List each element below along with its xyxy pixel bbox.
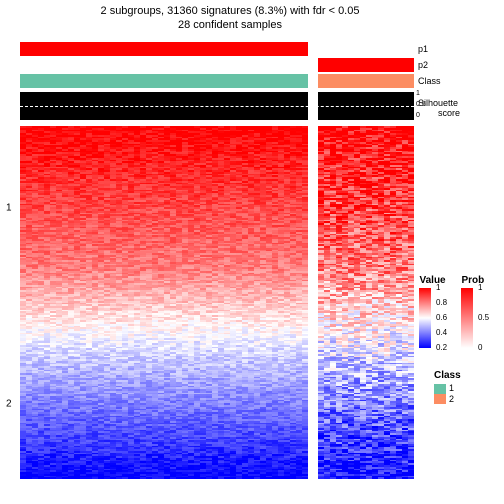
tick-0.5: 0.5 xyxy=(478,314,489,322)
heatmap-block-2 xyxy=(318,126,414,479)
class-label-1: 1 xyxy=(449,383,454,393)
value-gradient xyxy=(419,288,431,348)
silhouette-label2: score xyxy=(438,108,460,118)
tick-1: 1 xyxy=(436,284,440,292)
class-item-1: 1 xyxy=(434,383,484,394)
annot-label-p1: p1 xyxy=(418,44,428,54)
class-label-2: 2 xyxy=(449,394,454,404)
prob-gradient xyxy=(461,288,473,348)
tick-0.2: 0.2 xyxy=(436,344,447,352)
annot-row-p1 xyxy=(20,42,414,56)
tick-0.4: 0.4 xyxy=(436,329,447,337)
class-swatch-2 xyxy=(434,394,446,404)
chart-title: 2 subgroups, 31360 signatures (8.3%) wit… xyxy=(60,4,400,32)
title-line1: 2 subgroups, 31360 signatures (8.3%) wit… xyxy=(60,4,400,18)
annotation-bars xyxy=(20,42,414,90)
class-swatch-1 xyxy=(434,384,446,394)
annot-Class-g1 xyxy=(20,74,308,88)
annot-p1-g2 xyxy=(318,42,414,56)
silh-tick-1: 1 xyxy=(416,90,420,97)
tick-0.6: 0.6 xyxy=(436,314,447,322)
annot-label-Class: Class xyxy=(418,76,441,86)
annot-label-p2: p2 xyxy=(418,60,428,70)
tick-1: 1 xyxy=(478,284,482,292)
silh-tick-0.5: 0.5 xyxy=(416,101,426,108)
prob-legend: Prob 10.50 xyxy=(461,275,498,348)
value-legend: Value 10.80.60.40.2 xyxy=(419,275,456,348)
annot-p1-g1 xyxy=(20,42,308,56)
heatmap-block-1 xyxy=(20,126,308,479)
value-ticks: 10.80.60.40.2 xyxy=(436,288,456,348)
prob-ticks: 10.50 xyxy=(478,288,498,348)
row-group-2-label: 2 xyxy=(6,398,12,409)
class-item-2: 2 xyxy=(434,394,484,405)
annot-p2-g1 xyxy=(20,58,308,72)
class-legend-title: Class xyxy=(434,370,484,381)
tick-0.8: 0.8 xyxy=(436,299,447,307)
annot-row-Class xyxy=(20,74,414,88)
annot-row-p2 xyxy=(20,58,414,72)
class-legend: Class 12 xyxy=(434,370,484,404)
annot-Class-g2 xyxy=(318,74,414,88)
silh-tick-0: 0 xyxy=(416,112,420,119)
heatmap xyxy=(20,126,414,479)
annot-p2-g2 xyxy=(318,58,414,72)
silhouette-dashed xyxy=(20,106,414,107)
title-line2: 28 confident samples xyxy=(60,18,400,32)
row-group-1-label: 1 xyxy=(6,202,12,213)
tick-0: 0 xyxy=(478,344,482,352)
